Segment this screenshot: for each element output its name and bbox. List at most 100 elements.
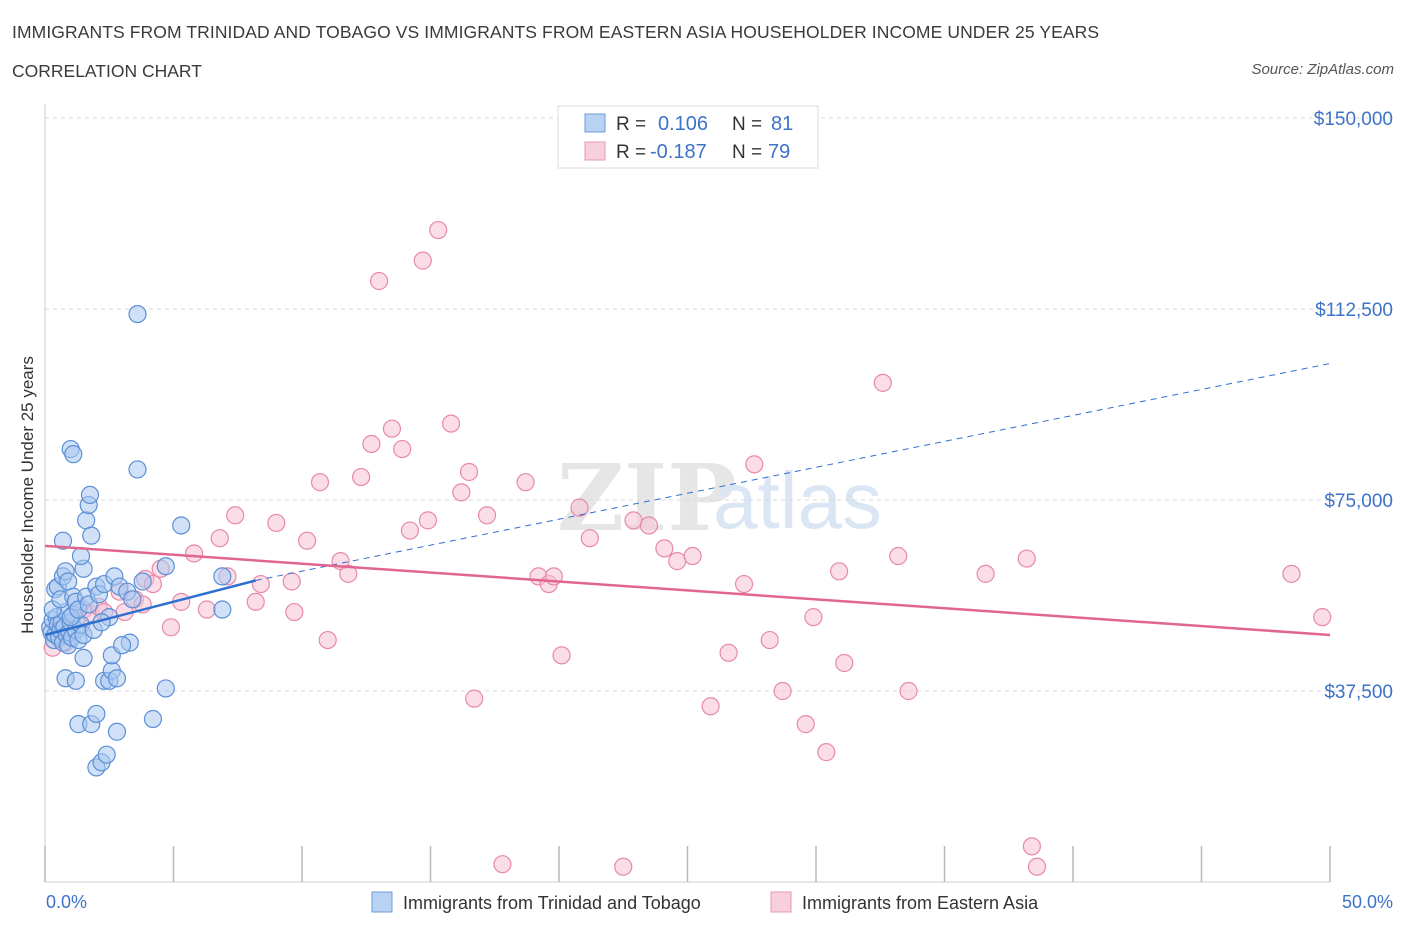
eastern-asia-point xyxy=(339,564,358,583)
trinidad-tobago-point xyxy=(87,704,106,724)
stats-legend: R = 0.106 N = 81 R = -0.187 N = 79 xyxy=(557,105,819,169)
y-tick-label: $150,000 xyxy=(1314,109,1393,130)
eastern-asia-point xyxy=(817,743,836,762)
legend-label-pink: Immigrants from Eastern Asia xyxy=(802,893,1039,913)
eastern-asia-point xyxy=(459,462,479,482)
eastern-asia-point xyxy=(441,414,461,433)
eastern-asia-point xyxy=(516,473,535,492)
eastern-asia-point xyxy=(298,531,317,550)
eastern-asia-point xyxy=(161,618,181,637)
trinidad-tobago-point xyxy=(53,531,73,550)
eastern-asia-point xyxy=(804,608,823,627)
eastern-asia-point xyxy=(362,434,381,454)
trinidad-tobago-point xyxy=(172,516,191,535)
eastern-asia-point xyxy=(418,511,438,530)
trinidad-tobago-trend-extension xyxy=(255,363,1331,581)
eastern-asia-point xyxy=(639,516,659,535)
axis-ticks xyxy=(44,846,1331,882)
eastern-asia-trend-line xyxy=(44,544,1331,637)
trinidad-tobago-point xyxy=(66,671,85,690)
y-tick-label: $112,500 xyxy=(1315,300,1393,321)
eastern-asia-point xyxy=(429,220,448,240)
trinidad-tobago-point xyxy=(59,572,78,591)
eastern-asia-point xyxy=(796,715,815,734)
series-legend: Immigrants from Trinidad and Tobago Immi… xyxy=(371,891,1039,913)
source-label: Source: ZipAtlas.com xyxy=(1251,61,1394,78)
y-tick-label: $75,000 xyxy=(1324,491,1393,512)
trinidad-tobago-point xyxy=(123,590,142,609)
y-axis-label: Householder Income Under 25 years xyxy=(18,356,37,634)
eastern-asia-point xyxy=(246,592,265,611)
eastern-asia-point xyxy=(899,681,918,701)
eastern-asia-point xyxy=(352,467,371,487)
trinidad-tobago-point xyxy=(156,557,175,576)
trinidad-tobago-point xyxy=(64,445,83,464)
eastern-asia-point xyxy=(452,483,471,502)
trend-lines xyxy=(44,363,1331,637)
eastern-asia-point xyxy=(580,529,599,548)
stats-n-value-1: 81 xyxy=(771,113,793,135)
trinidad-tobago-point xyxy=(107,722,127,741)
eastern-asia-point xyxy=(552,646,571,665)
trinidad-tobago-point xyxy=(128,460,147,479)
eastern-asia-point xyxy=(683,546,702,566)
trinidad-tobago-point xyxy=(71,546,91,566)
eastern-asia-point xyxy=(734,574,754,594)
eastern-asia-point xyxy=(1282,564,1301,583)
eastern-asia-point xyxy=(267,513,286,533)
eastern-asia-point xyxy=(382,419,402,438)
trinidad-tobago-point xyxy=(107,669,127,688)
eastern-asia-point xyxy=(701,697,720,716)
eastern-asia-point xyxy=(719,643,738,662)
trinidad-tobago-point xyxy=(82,526,101,545)
eastern-asia-point xyxy=(318,630,337,650)
stats-r-label-1: R = xyxy=(616,114,646,135)
trinidad-tobago-trend-line xyxy=(44,579,257,637)
eastern-asia-point xyxy=(1313,608,1332,627)
trinidad-tobago-point xyxy=(213,567,232,586)
eastern-asia-point xyxy=(370,271,389,291)
eastern-asia-point xyxy=(400,521,420,540)
eastern-asia-point xyxy=(873,373,892,392)
eastern-asia-point xyxy=(210,529,229,548)
y-tick-label: $37,500 xyxy=(1324,682,1393,703)
trinidad-tobago-points xyxy=(41,304,232,777)
chart-subtitle: CORRELATION CHART xyxy=(12,61,202,81)
stats-swatch-blue xyxy=(584,113,606,133)
trinidad-tobago-point xyxy=(77,511,96,530)
eastern-asia-point xyxy=(830,562,849,581)
chart-title: IMMIGRANTS FROM TRINIDAD AND TOBAGO VS I… xyxy=(12,22,1100,42)
eastern-asia-point xyxy=(184,544,204,563)
eastern-asia-point xyxy=(760,630,779,650)
eastern-asia-point xyxy=(310,473,330,492)
stats-n-label-1: N = xyxy=(732,114,762,135)
stats-n-value-2: 79 xyxy=(768,141,790,163)
eastern-asia-point xyxy=(413,251,432,270)
eastern-asia-point xyxy=(285,602,304,622)
x-tick-label-min: 0.0% xyxy=(46,892,87,912)
trinidad-tobago-point xyxy=(143,709,163,729)
eastern-asia-point xyxy=(282,572,301,591)
trinidad-tobago-point xyxy=(97,745,116,764)
eastern-asia-point xyxy=(1022,837,1041,856)
trinidad-tobago-point xyxy=(156,679,175,698)
eastern-asia-point xyxy=(197,600,217,619)
eastern-asia-point xyxy=(773,681,792,701)
eastern-asia-point xyxy=(465,689,484,708)
stats-r-value-2: -0.187 xyxy=(650,141,707,163)
stats-swatch-pink xyxy=(584,141,606,161)
trinidad-tobago-point xyxy=(133,572,152,591)
trinidad-tobago-point xyxy=(128,304,147,324)
stats-r-label-2: R = xyxy=(616,142,646,163)
eastern-asia-point xyxy=(976,564,995,583)
eastern-asia-point xyxy=(624,511,643,530)
eastern-asia-point xyxy=(655,539,674,558)
legend-swatch-pink xyxy=(770,891,792,913)
stats-r-value-1: 0.106 xyxy=(658,113,708,135)
trinidad-tobago-point xyxy=(74,648,93,667)
eastern-asia-point xyxy=(745,455,764,474)
y-tick-labels: $37,500 $75,000 $112,500 $150,000 xyxy=(1314,109,1393,703)
eastern-asia-point xyxy=(1027,857,1047,876)
eastern-asia-point xyxy=(493,855,512,874)
